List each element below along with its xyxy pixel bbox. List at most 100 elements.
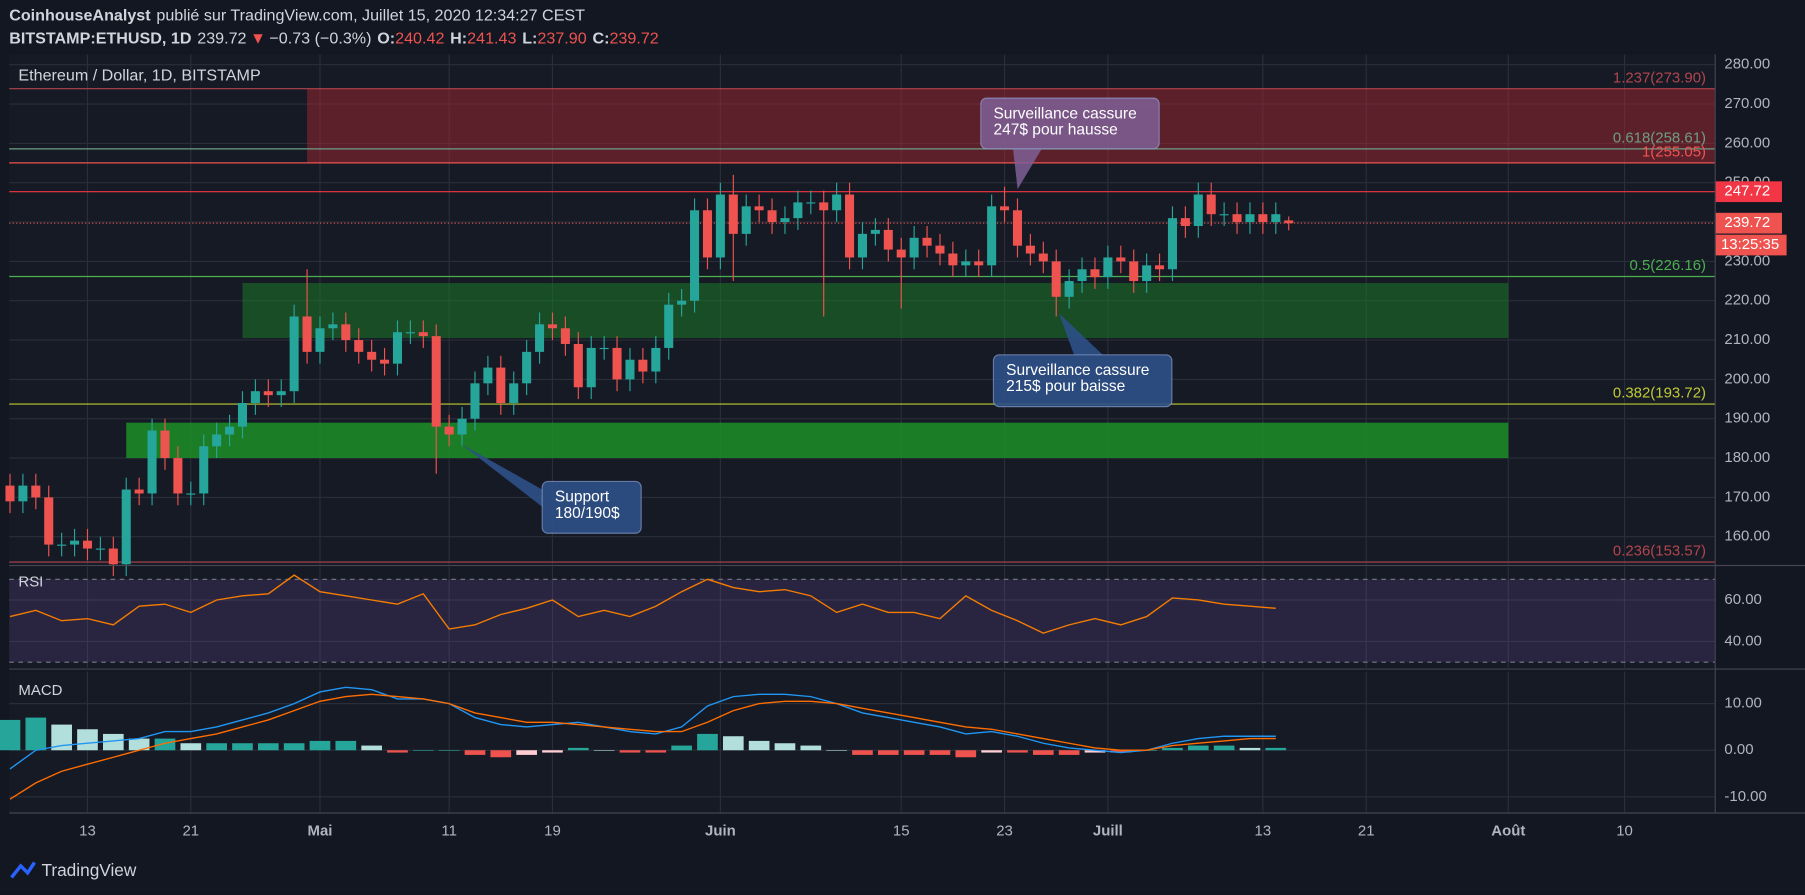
alert-price-box: [1715, 181, 1782, 203]
macd-histogram-bar: [697, 733, 718, 751]
callout-box: [980, 97, 1160, 150]
candle-body: [444, 426, 454, 435]
high-label: H:: [450, 30, 467, 48]
publish-line: CoinhouseAnalyst publié sur TradingView.c…: [9, 7, 585, 25]
fib-level-label: 1.237(273.90): [1613, 69, 1706, 86]
callout-pointer: [1013, 148, 1042, 190]
candle-body: [522, 351, 532, 384]
macd-pane: MACD: [0, 682, 1287, 800]
candle-body: [108, 548, 118, 565]
candle-body: [702, 210, 712, 258]
macd-histogram-bar: [412, 750, 434, 751]
macd-histogram-bar: [1239, 747, 1261, 751]
callout-text: 180/190$: [555, 505, 620, 522]
candle-body: [948, 253, 958, 266]
callout-text: 247$ pour hausse: [993, 121, 1117, 138]
brand: TradingView: [41, 860, 136, 880]
author: CoinhouseAnalyst: [9, 7, 151, 25]
candle-body: [690, 210, 700, 301]
last-price-label: 239.72: [1724, 214, 1770, 231]
candle-body: [935, 245, 945, 254]
candle-body: [147, 430, 157, 494]
candle-body: [250, 391, 260, 403]
last-price-box: [1715, 212, 1782, 234]
y-tick-label: 160.00: [1724, 528, 1770, 545]
rsi-line: [9, 574, 1276, 634]
candle-body: [134, 489, 144, 494]
high-value: 241.43: [467, 30, 516, 48]
macd-histogram-bar: [1213, 745, 1235, 751]
rsi-band: [9, 579, 1716, 663]
y-tick-label: 260.00: [1724, 134, 1770, 151]
macd-histogram-bar: [645, 750, 667, 753]
macd-histogram-bar: [154, 738, 176, 751]
footer-logo: TradingView: [10, 860, 137, 880]
macd-histogram-bar: [128, 738, 150, 751]
candle-body: [883, 229, 893, 250]
macd-histogram-bar: [748, 740, 770, 751]
macd-histogram-bar: [929, 750, 951, 755]
candle-body: [974, 261, 984, 266]
candle-body: [199, 446, 209, 494]
callout-box: [992, 354, 1173, 408]
candle-body: [457, 418, 467, 435]
macd-histogram-bar: [0, 719, 21, 751]
candle-body: [496, 367, 506, 403]
candle-body: [5, 485, 15, 502]
candle-body: [1167, 218, 1177, 270]
candle-body: [1219, 214, 1229, 216]
macd-histogram-bar: [852, 750, 873, 755]
candle-body: [1116, 257, 1126, 262]
macd-histogram-bar: [1162, 747, 1183, 751]
macd-histogram-bar: [903, 750, 925, 755]
x-tick-label: Juin: [705, 822, 736, 839]
macd-histogram-bar: [877, 750, 899, 755]
candle-body: [1284, 220, 1294, 224]
callout-text: 215$ pour baisse: [1006, 378, 1125, 395]
callout-text: Surveillance cassure: [1006, 362, 1149, 379]
candle-body: [767, 210, 777, 223]
fib-level-label: 0.236(153.57): [1613, 543, 1706, 560]
candle-body: [1077, 269, 1087, 282]
x-tick-label: 13: [79, 822, 96, 839]
candle-body: [341, 324, 351, 341]
pane-title: MACD: [18, 682, 62, 699]
candle-body: [754, 206, 764, 211]
x-tick-label: 19: [544, 822, 561, 839]
zone: [242, 283, 1509, 339]
macd-histogram-bar: [1007, 750, 1028, 753]
y-tick-label: 200.00: [1724, 370, 1770, 387]
candle-body: [186, 493, 196, 495]
macd-histogram-bar: [438, 750, 460, 751]
candle-body: [1232, 214, 1242, 223]
open-label: O:: [377, 30, 395, 48]
candle-body: [987, 206, 997, 266]
macd-histogram-bar: [593, 750, 615, 751]
macd-histogram-bar: [206, 743, 227, 751]
candle-body: [1051, 261, 1061, 297]
candle-body: [212, 434, 222, 447]
candle-body: [1129, 261, 1139, 282]
candle-body: [392, 332, 402, 364]
macd-histogram-bar: [1058, 750, 1080, 755]
macd-histogram-bar: [774, 743, 796, 751]
candle-body: [276, 391, 286, 396]
countdown-box: [1715, 234, 1787, 256]
candle-body: [44, 497, 54, 545]
logo-mark: [10, 861, 36, 879]
macd-histogram-bar: [257, 743, 279, 751]
low-value: 237.90: [537, 30, 586, 48]
macd-histogram-bar: [671, 745, 692, 751]
y-tick-label: 60.00: [1724, 591, 1761, 608]
alert-price-label: 247.72: [1724, 183, 1770, 200]
macd-histogram-bar: [77, 729, 98, 751]
candle-body: [470, 383, 480, 419]
candle-body: [896, 249, 906, 258]
candle-body: [599, 347, 609, 350]
arrow: ▼: [250, 30, 266, 48]
y-tick-label: 230.00: [1724, 252, 1770, 269]
macd-line: [9, 686, 1276, 770]
change: −0.73 (−0.3%): [269, 30, 371, 48]
macd-histogram-bar: [800, 745, 822, 751]
candle-body: [832, 194, 842, 211]
